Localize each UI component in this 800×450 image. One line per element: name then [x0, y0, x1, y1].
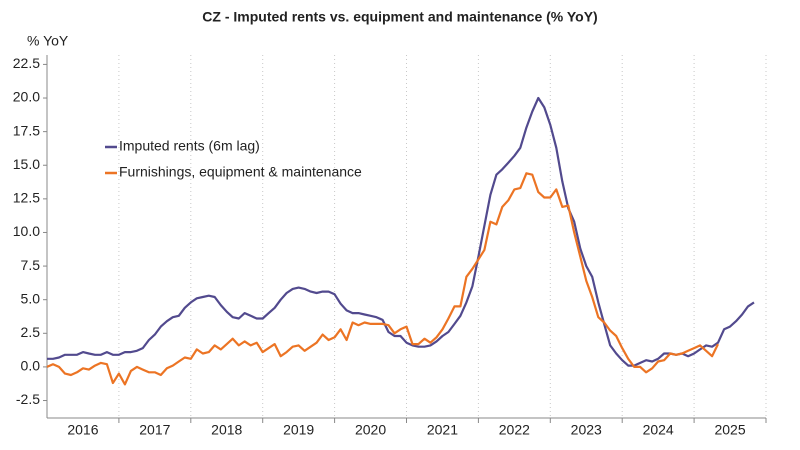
x-tick-label: 2020 — [355, 422, 386, 438]
chart-title: CZ - Imputed rents vs. equipment and mai… — [202, 9, 597, 25]
y-tick-label: 5.0 — [21, 290, 41, 306]
x-tick-label: 2021 — [427, 422, 458, 438]
x-tick-label: 2019 — [283, 422, 314, 438]
x-tick-label: 2025 — [714, 422, 745, 438]
y-tick-label: 10.0 — [13, 223, 40, 239]
y-tick-label: 17.5 — [13, 122, 40, 138]
y-tick-label: 20.0 — [13, 89, 40, 105]
legend-label: Imputed rents (6m lag) — [119, 138, 260, 154]
y-tick-label: -2.5 — [16, 391, 40, 407]
legend-label: Furnishings, equipment & maintenance — [119, 164, 362, 180]
y-tick-label: 12.5 — [13, 190, 40, 206]
series-line — [46, 172, 719, 386]
y-tick-label: 15.0 — [13, 156, 40, 172]
series-line — [47, 96, 755, 367]
y-tick-label: 22.5 — [13, 55, 40, 71]
x-tick-label: 2024 — [643, 422, 674, 438]
x-tick-label: 2023 — [571, 422, 602, 438]
x-tick-label: 2017 — [139, 422, 170, 438]
x-tick-label: 2022 — [499, 422, 530, 438]
y-tick-label: 0.0 — [21, 358, 41, 374]
y-tick-label: 7.5 — [21, 257, 41, 273]
y-tick-label: 2.5 — [21, 324, 41, 340]
x-tick-label: 2016 — [67, 422, 98, 438]
y-axis-label: % YoY — [27, 33, 69, 49]
x-tick-label: 2018 — [211, 422, 242, 438]
